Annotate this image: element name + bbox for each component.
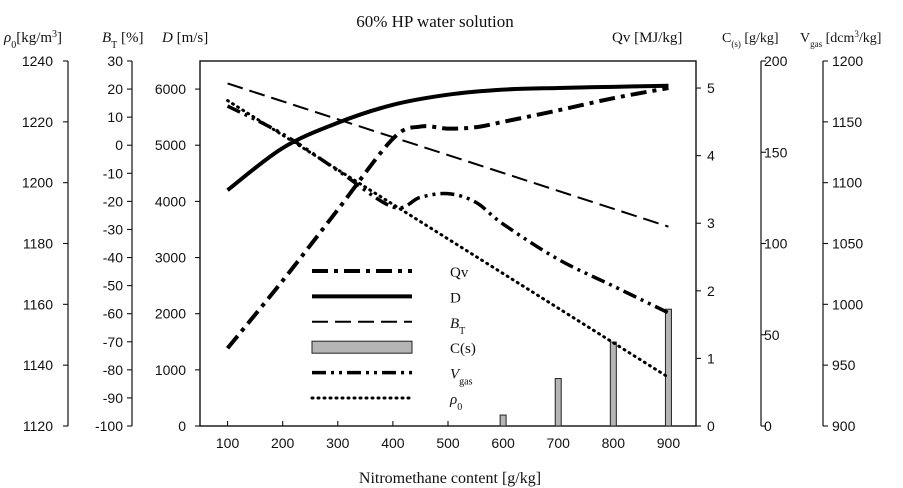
x-tick-label: 300 — [326, 435, 350, 451]
axes-layer: 1120114011601180120012201240-100-90-80-7… — [22, 53, 864, 451]
series-line-rho0 — [226, 99, 670, 379]
rho0-tick-label: 1160 — [23, 296, 53, 312]
Vgas-tick-label: 950 — [832, 357, 856, 373]
x-tick-label: 800 — [602, 435, 626, 451]
BT-tick-label: -60 — [103, 306, 123, 322]
bars-layer — [499, 308, 672, 427]
Vgas-tick-label: 900 — [832, 418, 856, 434]
Vgas-tick-label: 1200 — [832, 53, 863, 69]
legend: Qv D BT C(s) Vgas ρ0 — [310, 265, 476, 413]
Qv-tick-label: 3 — [707, 215, 715, 231]
Qv-tick-label: 4 — [707, 148, 715, 164]
BT-tick-label: -50 — [103, 278, 123, 294]
series-line-vgas — [226, 104, 670, 315]
rho0-tick-label: 1120 — [23, 418, 53, 434]
Cs-tick-label: 150 — [764, 144, 788, 160]
x-tick-label: 400 — [381, 435, 405, 451]
chart-title: 60% HP water solution — [356, 12, 514, 31]
cs-bar — [609, 341, 617, 427]
series-line-bt — [227, 82, 669, 228]
Qv-tick-label: 1 — [707, 350, 715, 366]
BT-tick-label: -20 — [103, 193, 123, 209]
rho0-tick-label: 1220 — [22, 114, 53, 130]
D-tick-label: 1000 — [155, 362, 186, 378]
Qv-tick-label: 0 — [707, 418, 715, 434]
legend-label: BT — [450, 316, 465, 337]
cs-bar — [499, 414, 507, 427]
BT-tick-label: -80 — [103, 362, 123, 378]
Vgas-tick-label: 1000 — [832, 296, 863, 312]
Cs-tick-label: 200 — [764, 53, 788, 69]
legend-label: C(s) — [450, 341, 476, 357]
Vgas-tick-label: 1150 — [832, 114, 862, 130]
x-tick-label: 100 — [216, 435, 240, 451]
series-line-qv — [226, 86, 669, 350]
Qv-tick-label: 2 — [707, 283, 715, 299]
lines-layer — [226, 82, 670, 379]
BT-tick-label: 10 — [107, 109, 123, 125]
BT-tick-label: -100 — [95, 418, 123, 434]
cs-bar — [554, 378, 562, 427]
BT-tick-label: 0 — [115, 137, 123, 153]
D-tick-label: 4000 — [155, 193, 186, 209]
x-tick-label: 500 — [436, 435, 460, 451]
vgas-axis-title: Vgas [dcm3/kg] — [800, 29, 881, 49]
cs-axis-title: C(s) [g/kg] — [722, 31, 779, 49]
Cs-tick-label: 0 — [764, 418, 772, 434]
d-axis-title: D [m/s] — [161, 30, 208, 46]
x-tick-label: 200 — [271, 435, 295, 451]
BT-tick-label: 30 — [107, 53, 123, 69]
x-tick-label: 700 — [547, 435, 571, 451]
Cs-tick-label: 100 — [764, 236, 788, 252]
Qv-tick-label: 5 — [707, 80, 715, 96]
legend-swatch — [311, 340, 413, 354]
cs-bar — [664, 308, 672, 427]
D-tick-label: 6000 — [155, 81, 186, 97]
plot-frame — [199, 60, 697, 427]
rho0-tick-label: 1180 — [23, 236, 53, 252]
qv-axis-title: Qv [MJ/kg] — [612, 30, 682, 46]
D-tick-label: 5000 — [155, 137, 186, 153]
Vgas-tick-label: 1050 — [832, 236, 863, 252]
rho0-tick-label: 1200 — [22, 175, 53, 191]
legend-label: Vgas — [450, 367, 473, 388]
x-axis-title: Nitromethane content [g/kg] — [359, 470, 541, 487]
D-tick-label: 2000 — [155, 306, 186, 322]
BT-tick-label: -70 — [103, 334, 123, 350]
x-tick-label: 600 — [491, 435, 515, 451]
BT-tick-label: 20 — [107, 81, 123, 97]
x-tick-label: 900 — [657, 435, 681, 451]
bt-axis-title: BT [%] — [102, 30, 144, 51]
D-tick-label: 0 — [178, 418, 186, 434]
rho0-tick-label: 1140 — [23, 357, 53, 373]
Cs-tick-label: 50 — [764, 327, 780, 343]
legend-label: ρ0 — [449, 392, 462, 413]
BT-tick-label: -10 — [103, 165, 123, 181]
rho0-tick-label: 1240 — [22, 53, 53, 69]
D-tick-label: 3000 — [155, 250, 186, 266]
BT-tick-label: -90 — [103, 390, 123, 406]
legend-label: D — [450, 290, 461, 306]
legend-label: Qv — [450, 265, 469, 281]
Vgas-tick-label: 1100 — [832, 175, 862, 191]
rho0-axis-title: ρ0[kg/m3] — [3, 29, 62, 51]
BT-tick-label: -30 — [103, 221, 123, 237]
BT-tick-label: -40 — [103, 250, 123, 266]
